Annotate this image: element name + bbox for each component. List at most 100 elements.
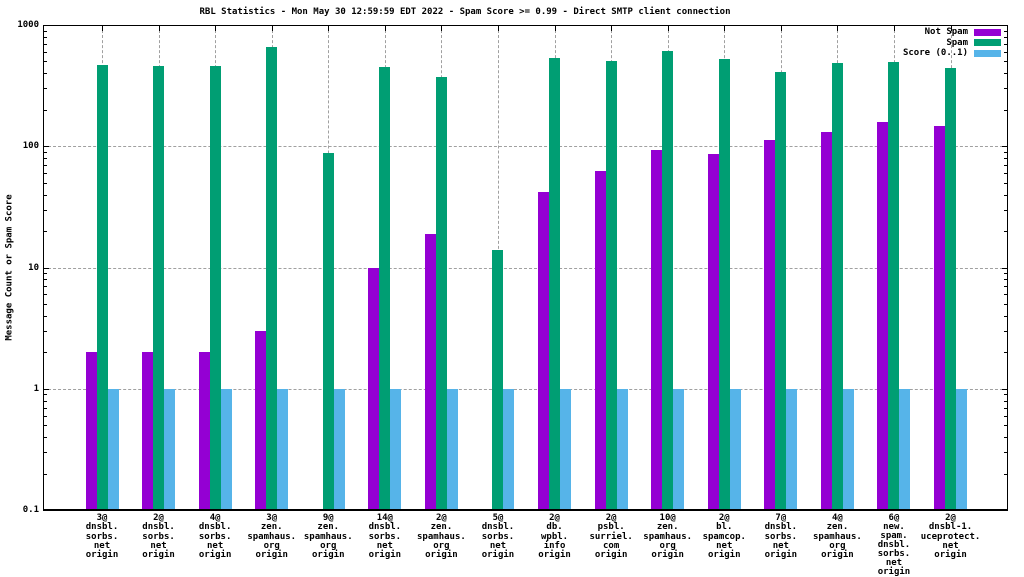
bar-not-spam-8: [538, 191, 550, 510]
x-tick-top-12: [780, 26, 782, 31]
bar-score-0-1-4: [333, 388, 345, 510]
x-category-label-line: zen.: [826, 522, 849, 533]
legend: Not Spam Spam Score (0..1): [903, 27, 1001, 59]
x-category-label-line: net: [150, 540, 167, 551]
bar-score-0-1-7: [503, 388, 515, 510]
x-category-label-line: dnsbl-1.: [928, 522, 973, 533]
y-tick-minor-left: [44, 194, 47, 196]
x-tick-top-0: [102, 26, 103, 31]
x-category-label-line: origin: [821, 550, 854, 561]
y-tick-minor-left: [44, 286, 47, 288]
x-category-label-line: info: [543, 540, 566, 551]
bar-score-0-1-1: [164, 388, 176, 510]
x-category-label-line: dnsbl.: [142, 522, 175, 533]
y-tick-minor-left: [44, 394, 47, 396]
x-category-label-line: 3@: [96, 513, 108, 523]
x-category-label-line: dnsbl.: [764, 522, 798, 533]
y-tick-label-1: 1: [33, 383, 39, 394]
y-tick-minor-right: [1004, 473, 1007, 475]
bar-not-spam-5: [368, 267, 380, 510]
x-category-label-line: 2@: [605, 513, 617, 523]
x-category-label-14: 6@ new. spam. dnsbl. sorbs. net origin: [849, 514, 939, 577]
x-category-label-line: 2@: [945, 513, 956, 523]
y-tick-major-left: [44, 388, 49, 390]
y-tick-label-0.1: 0.1: [22, 505, 39, 515]
bar-spam-13: [831, 62, 843, 510]
x-category-label-line: origin: [312, 550, 345, 561]
x-category-label-line: sorbs.: [142, 531, 175, 542]
y-tick-minor-left: [44, 73, 47, 75]
x-category-label-line: spamhaus.: [247, 531, 297, 542]
x-category-label-line: sorbs.: [368, 531, 402, 542]
y-tick-minor-right: [1004, 51, 1007, 53]
x-tick-top-10: [667, 26, 669, 31]
bar-spam-3: [266, 46, 278, 510]
x-category-label-line: spam.: [880, 531, 908, 541]
x-category-label-line: sorbs.: [481, 531, 515, 542]
x-category-label-line: sorbs.: [85, 531, 119, 542]
bar-not-spam-0: [85, 352, 97, 510]
bar-spam-0: [96, 65, 108, 510]
y-tick-minor-left: [44, 51, 47, 53]
x-category-label-line: spamhaus.: [303, 531, 353, 542]
y-tick-minor-right: [1004, 30, 1007, 32]
y-tick-minor-right: [1004, 407, 1007, 409]
x-category-label-line: dnsbl.: [481, 522, 515, 533]
x-category-label-line: 7@: [775, 513, 787, 523]
y-tick-minor-right: [1004, 279, 1007, 281]
x-category-label-line: origin: [85, 550, 119, 561]
x-category-label-line: origin: [651, 550, 684, 561]
y-tick-minor-left: [44, 303, 47, 305]
bar-spam-9: [605, 60, 617, 510]
x-category-label-line: uceprotect.: [920, 531, 981, 542]
y-tick-minor-right: [1004, 43, 1007, 45]
x-category-label-line: surriel.: [589, 531, 633, 542]
bar-spam-1: [153, 65, 165, 510]
y-tick-label-100: 100: [22, 141, 39, 152]
x-tick-top-15: [950, 26, 952, 31]
bar-spam-10: [662, 51, 674, 510]
y-tick-minor-right: [1004, 173, 1007, 175]
x-category-label-line: spamhaus.: [417, 531, 466, 542]
y-tick-minor-left: [44, 231, 47, 232]
x-category-label-line: sorbs.: [198, 531, 232, 542]
x-category-label-line: db.: [546, 522, 563, 533]
y-tick-minor-left: [44, 43, 47, 45]
x-tick-top-13: [837, 26, 839, 31]
y-tick-minor-left: [44, 352, 47, 354]
gridline-horizontal-100: [43, 146, 1008, 148]
x-category-label-line: zen.: [317, 522, 340, 533]
x-category-label-line: net: [206, 540, 224, 551]
y-tick-minor-right: [1004, 394, 1007, 396]
y-tick-major-left: [44, 146, 49, 148]
x-category-label-line: org: [320, 540, 337, 551]
x-category-label-line: com: [602, 540, 620, 551]
bar-score-0-1-14: [899, 388, 911, 510]
x-category-label-line: 9@: [322, 513, 334, 523]
x-category-label-line: origin: [594, 550, 628, 561]
x-category-label-line: origin: [481, 550, 515, 561]
y-tick-minor-right: [1004, 452, 1007, 454]
legend-row-score-0-1: Score (0..1): [903, 48, 1001, 59]
x-category-label-line: 2@: [153, 513, 164, 523]
bar-score-0-1-12: [786, 388, 798, 510]
y-tick-minor-left: [44, 173, 47, 175]
x-category-label-line: sorbs.: [877, 549, 911, 559]
legend-label: Spam: [946, 37, 968, 48]
y-tick-minor-right: [1004, 303, 1007, 305]
bar-not-spam-6: [424, 233, 436, 510]
x-category-label-line: zen.: [656, 522, 679, 533]
gridline-horizontal-1: [43, 388, 1008, 390]
y-tick-minor-left: [44, 151, 47, 153]
bar-score-0-1-6: [446, 388, 458, 510]
y-tick-minor-left: [44, 36, 47, 38]
x-category-label-4: 9@ zen. spamhaus. org origin: [283, 513, 373, 561]
y-tick-minor-right: [1004, 273, 1007, 275]
bar-score-0-1-11: [729, 388, 741, 510]
bar-score-0-1-3: [277, 388, 289, 510]
bar-score-0-1-5: [390, 388, 402, 510]
x-tick-top-3: [271, 26, 273, 31]
y-tick-major-right: [1002, 267, 1007, 269]
x-category-label-line: net: [93, 540, 111, 551]
y-tick-minor-left: [44, 294, 47, 296]
